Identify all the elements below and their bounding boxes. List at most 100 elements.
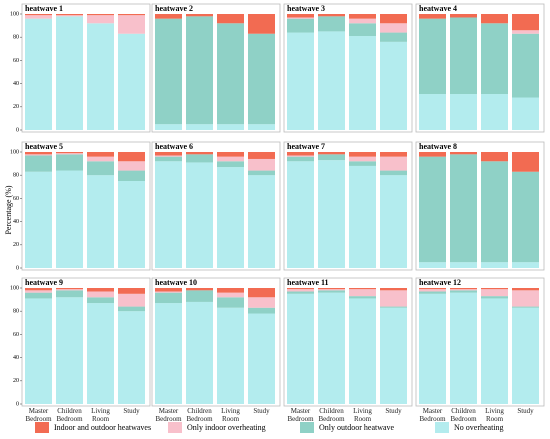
bar-segment <box>512 30 539 34</box>
bar-segment <box>155 155 182 157</box>
panel-title: heatwave 10 <box>155 278 197 287</box>
bar-segment <box>380 152 407 157</box>
bar-segment <box>87 303 114 404</box>
bar-segment <box>450 152 477 155</box>
bar-segment <box>87 175 114 268</box>
bar-segment <box>349 156 376 162</box>
panel-frame <box>151 141 281 271</box>
bar-segment <box>118 170 145 181</box>
y-tick-label: 40 <box>13 355 19 361</box>
bar-segment <box>87 15 114 24</box>
x-tick-label: Master Bedroom <box>419 407 446 423</box>
bar-segment <box>56 288 83 290</box>
bar-segment <box>419 262 446 268</box>
bar-segment <box>87 156 114 162</box>
y-tick-label: 100 <box>10 149 19 155</box>
panel-title: heatwave 11 <box>287 278 329 287</box>
bar-segment <box>318 288 345 290</box>
bar-segment <box>248 313 275 404</box>
legend-swatch <box>168 422 182 433</box>
bar-segment <box>217 23 244 125</box>
bar-segment <box>419 14 446 19</box>
y-tick-label: 60 <box>13 196 19 202</box>
bar-segment <box>380 14 407 24</box>
panel-frame <box>21 141 151 271</box>
bar-segment <box>419 289 446 292</box>
y-tick-label: 80 <box>13 309 19 315</box>
x-tick-label: Living Room <box>353 407 372 423</box>
bar-segment <box>318 16 345 32</box>
bar-segment <box>318 14 345 17</box>
y-tick-label: 40 <box>13 219 19 225</box>
bar-segment <box>217 156 244 162</box>
bar-segment <box>481 288 508 290</box>
bar-segment <box>186 288 213 291</box>
bar-segment <box>217 167 244 268</box>
bar-segment <box>318 160 345 268</box>
bar-segment <box>419 293 446 404</box>
panel-title: heatwave 8 <box>419 142 457 151</box>
bar-segment <box>512 288 539 291</box>
bar-segment <box>155 156 182 162</box>
bar-segment <box>450 288 477 290</box>
bar-segment <box>380 156 407 171</box>
bar-segment <box>512 97 539 130</box>
x-tick-label: Master Bedroom <box>25 407 52 423</box>
panel-frame <box>283 277 413 407</box>
bar-segment <box>155 14 182 19</box>
y-tick-label: 20 <box>13 242 19 248</box>
bar-segment <box>25 292 52 299</box>
bar-segment <box>87 23 114 131</box>
bar-segment <box>56 289 83 291</box>
bar-segment <box>349 288 376 290</box>
bar-segment <box>450 290 477 293</box>
bar-segment <box>87 291 114 298</box>
bar-segment <box>512 152 539 172</box>
bar-segment <box>512 306 539 308</box>
x-tick-label: Living Room <box>485 407 504 423</box>
bar-segment <box>481 298 508 404</box>
panel-title: heatwave 5 <box>25 142 63 151</box>
bar-segment <box>349 298 376 404</box>
bar-segment <box>349 14 376 19</box>
legend-label: Only indoor overheating <box>187 423 266 432</box>
panel-title: heatwave 7 <box>287 142 325 151</box>
bar-segment <box>419 18 446 95</box>
bar-segment <box>481 152 508 162</box>
bar-segment <box>349 296 376 299</box>
bar-segment <box>512 14 539 31</box>
bar-segment <box>186 162 213 268</box>
legend-swatch <box>435 422 449 433</box>
bar-segment <box>186 14 213 17</box>
bar-segment <box>512 262 539 268</box>
bar-segment <box>217 14 244 24</box>
bar-segment <box>118 33 145 130</box>
bar-segment <box>318 154 345 161</box>
bar-segment <box>450 14 477 18</box>
bar-segment <box>217 307 244 404</box>
bar-segment <box>118 15 145 34</box>
bar-segment <box>512 171 539 263</box>
legend-swatch <box>35 422 49 433</box>
bar-segment <box>318 290 345 293</box>
bar-segment <box>380 23 407 33</box>
bar-segment <box>118 311 145 404</box>
bar-segment <box>25 171 52 268</box>
bar-segment <box>287 17 314 19</box>
bar-segment <box>56 154 83 171</box>
legend-label: No overheating <box>454 423 504 432</box>
bar-segment <box>25 14 52 16</box>
bar-segment <box>56 297 83 404</box>
bar-segment <box>217 288 244 293</box>
y-tick-label: 100 <box>10 11 19 17</box>
legend-label: Indoor and outdoor heatwaves <box>54 423 151 432</box>
bar-segment <box>248 14 275 34</box>
bar-segment <box>349 289 376 297</box>
bar-segment <box>56 152 83 154</box>
bar-segment <box>186 154 213 163</box>
x-tick-label: Study <box>253 407 270 415</box>
bar-segment <box>118 14 145 16</box>
bar-segment <box>349 18 376 24</box>
bar-segment <box>419 94 446 130</box>
